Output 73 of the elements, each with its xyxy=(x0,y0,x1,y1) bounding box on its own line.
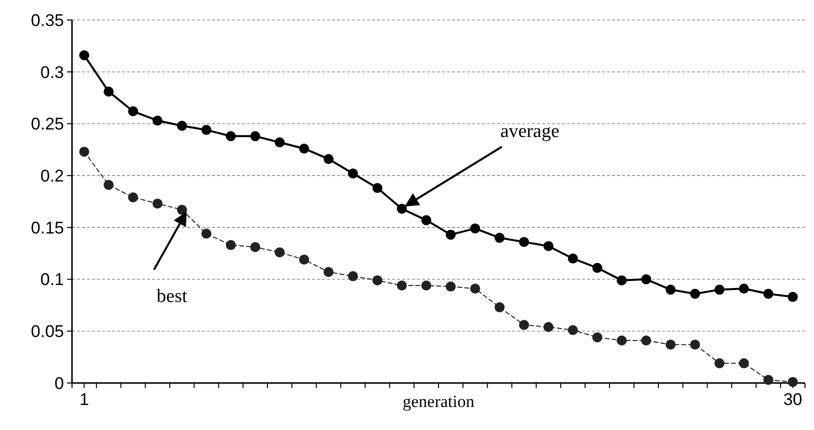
y-tick-label: 0.25 xyxy=(30,114,64,134)
point xyxy=(324,154,334,164)
point xyxy=(372,275,382,286)
point xyxy=(396,204,407,214)
point xyxy=(470,223,480,234)
point xyxy=(446,230,456,240)
point xyxy=(788,292,798,302)
point xyxy=(396,280,407,291)
point xyxy=(616,275,627,286)
point xyxy=(299,254,310,265)
x-tick-label: 30 xyxy=(783,390,802,409)
point xyxy=(666,284,676,295)
y-tick-label: 0.1 xyxy=(40,270,64,290)
point xyxy=(176,204,187,215)
point xyxy=(104,86,114,97)
point xyxy=(79,50,90,60)
point xyxy=(519,320,530,330)
point xyxy=(494,232,505,243)
point xyxy=(250,242,260,252)
point xyxy=(738,284,749,294)
point xyxy=(348,168,358,178)
point xyxy=(274,247,285,258)
point xyxy=(348,271,358,282)
point xyxy=(592,262,602,273)
point xyxy=(421,215,432,226)
point xyxy=(274,137,285,148)
point xyxy=(763,288,774,299)
point xyxy=(250,131,260,142)
point xyxy=(738,358,749,368)
point xyxy=(470,284,480,294)
y-tick-label: 0 xyxy=(54,374,64,393)
point xyxy=(543,322,554,332)
point xyxy=(226,131,236,142)
point xyxy=(568,254,578,264)
x-tick-label: 1 xyxy=(79,390,89,409)
point xyxy=(666,340,676,350)
point xyxy=(519,236,530,247)
point xyxy=(176,120,187,131)
point xyxy=(372,183,382,194)
point xyxy=(714,284,724,295)
point xyxy=(128,192,138,202)
y-tick-label: 0.15 xyxy=(30,218,64,238)
point xyxy=(494,302,505,312)
annotation: best xyxy=(156,286,188,307)
point xyxy=(690,288,700,299)
point xyxy=(690,340,700,350)
annotation: average xyxy=(500,120,560,142)
point xyxy=(104,180,114,190)
point xyxy=(201,124,212,135)
point xyxy=(299,144,310,154)
point xyxy=(641,274,652,284)
point xyxy=(152,198,163,209)
point xyxy=(616,335,627,346)
point xyxy=(128,106,138,116)
point xyxy=(201,228,212,239)
y-tick-label: 0.35 xyxy=(30,10,64,30)
point xyxy=(763,374,774,385)
point xyxy=(152,116,163,126)
point xyxy=(714,358,724,368)
x-axis-title: generation xyxy=(402,392,475,411)
point xyxy=(568,325,578,336)
point xyxy=(641,335,652,346)
point xyxy=(446,282,456,292)
y-tick-label: 0.2 xyxy=(40,166,64,186)
point xyxy=(788,376,798,387)
y-tick-label: 0.3 xyxy=(40,62,64,82)
point xyxy=(79,146,90,157)
point xyxy=(592,332,602,342)
y-tick-label: 0.05 xyxy=(30,322,64,342)
point xyxy=(324,267,334,278)
point xyxy=(543,241,554,252)
point xyxy=(226,240,236,250)
point xyxy=(421,280,432,291)
